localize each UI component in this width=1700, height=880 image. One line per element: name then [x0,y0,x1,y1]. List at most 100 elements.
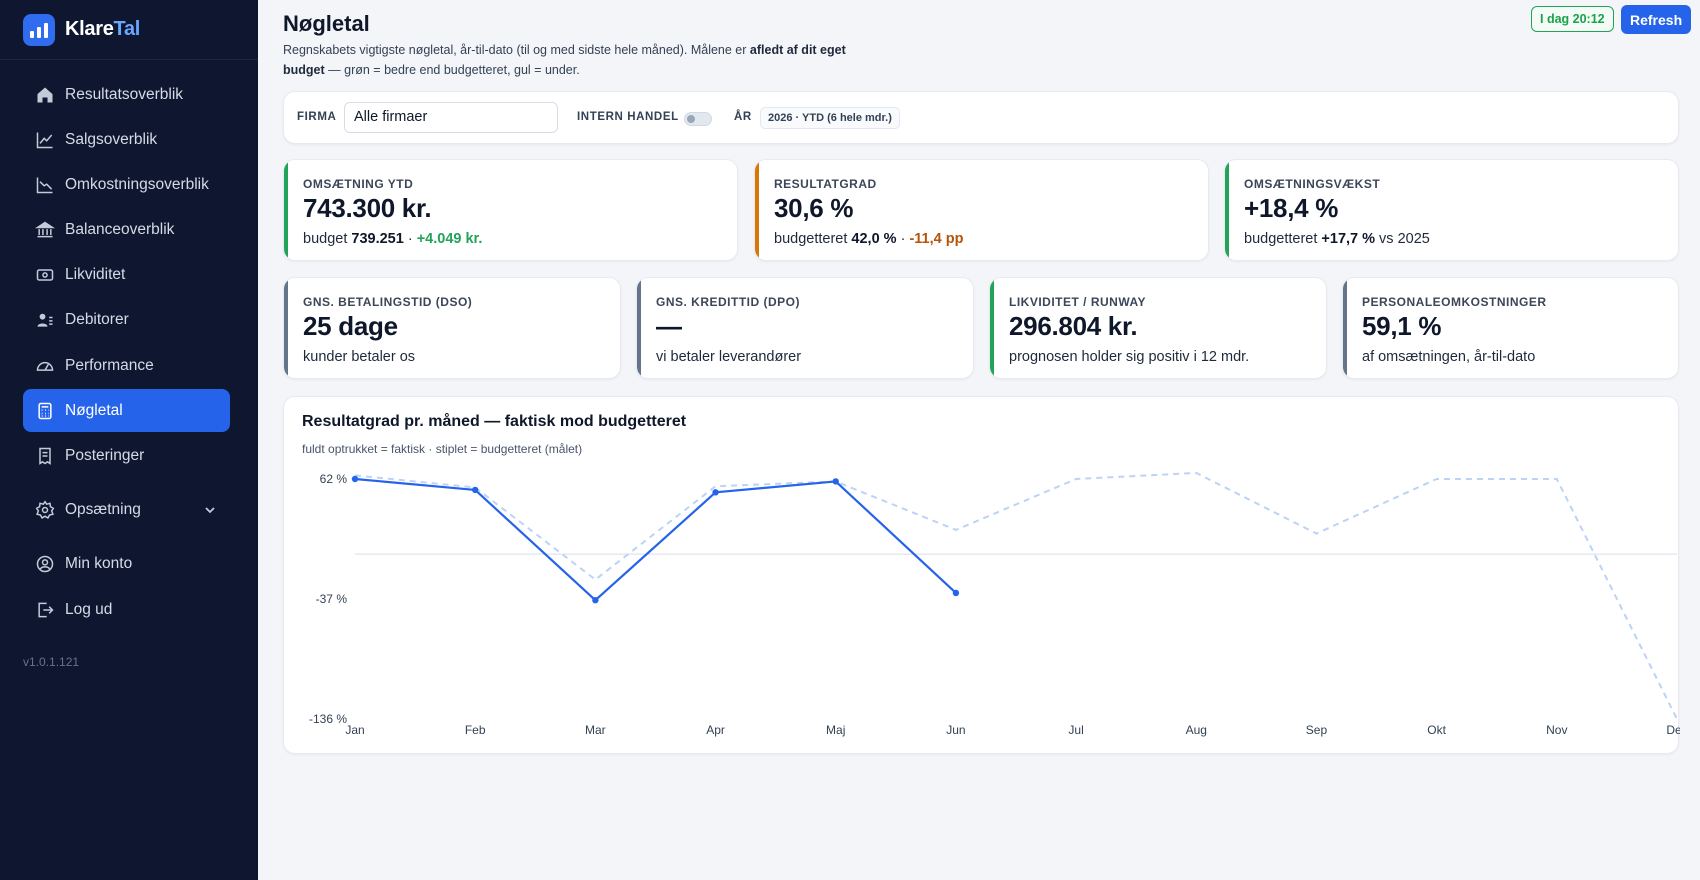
company-label: FIRMA [297,111,337,123]
x-tick-label: Aug [1186,723,1207,737]
chart-subtitle: fuldt optrukket = faktisk · stiplet = bu… [302,442,583,456]
calculator-icon [38,402,52,420]
kpi-label: Gns. kredittid (DPO) [656,295,800,309]
accent-bar [284,160,288,260]
chart-card: Resultatgrad pr. måned — faktisk mod bud… [283,396,1680,754]
chart-title: Resultatgrad pr. måned — faktisk mod bud… [302,413,687,430]
kpi-sub: prognosen holder sig positiv i 12 mdr. [1009,349,1250,365]
page-subtitle: Regnskabets vigtigste nøgletal, år-til-d… [283,43,846,77]
sidebar-item-opsaetning[interactable]: Opsætning [23,489,230,532]
version-label: v1.0.1.121 [23,655,80,669]
sidebar-item-log-ud[interactable]: Log ud [23,588,230,631]
kpi-label: Omsætningsvækst [1244,177,1381,191]
x-tick-label: Mar [585,723,606,737]
brand[interactable]: KlareTal [0,0,258,60]
y-tick-label: -136 % [309,712,347,726]
trend-down-icon [36,177,53,194]
kpi-card-resultatgrad: Resultatgrad 30,6 % budgetteret 42,0 % ·… [754,159,1209,261]
kpi-label: Likviditet / runway [1009,295,1147,309]
y-tick-label: 62 % [320,472,348,486]
accent-bar [284,278,288,378]
kpi-value: 30,6 % [774,193,854,223]
kpi-value: 743.300 kr. [303,193,432,223]
kpi-label: Resultatgrad [774,177,877,191]
accent-bar [637,278,641,378]
sidebar-item-noegletal[interactable]: Nøgletal [23,389,230,433]
sidebar-item-label: Posteringer [65,447,145,464]
company-select[interactable]: Alle firmaer [344,102,558,133]
kpi-value: 59,1 % [1362,311,1442,341]
kpi-label: Gns. betalingstid (DSO) [303,295,473,309]
gear-icon [35,500,55,520]
kpi-card-omsaetning: Omsætning YTD 743.300 kr. budget 739.251… [283,159,738,261]
data-point [712,489,719,496]
sidebar-item-label: Nøgletal [65,401,123,419]
data-point [471,486,479,494]
kpi-sub: budgetteret 42,0 % · -11,4 pp [774,231,964,247]
kpi-value: — [656,311,682,341]
kpi-label: Personaleomkostninger [1362,295,1547,309]
accent-bar [1225,160,1229,260]
sidebar-item-performance[interactable]: Performance [23,344,230,387]
x-tick-label: Feb [465,723,486,737]
filter-bar: FIRMA Alle firmaer INTERN HANDEL ÅR 2026… [283,91,1679,144]
x-tick-label: Dec [1666,723,1680,737]
kpi-card-likviditet: Likviditet / runway 296.804 kr. prognose… [989,277,1327,379]
kpi-label: Omsætning YTD [303,177,414,191]
user-circle-icon [36,556,54,573]
kpi-value: 25 dage [303,311,398,341]
sidebar-item-label: Debitorer [65,311,129,329]
accent-bar [755,160,759,260]
intern-handel-toggle[interactable] [684,112,712,126]
kpi-sub: vi betaler leverandører [656,349,802,365]
kpi-card-dpo: Gns. kredittid (DPO) — vi betaler levera… [636,277,974,379]
home-icon [37,87,53,102]
logo-icon [23,13,55,46]
data-point [952,589,960,597]
gauge-icon [36,361,54,371]
x-tick-label: Apr [706,723,725,737]
users-icon [37,314,53,328]
main-content: Nøgletal Regnskabets vigtigste nøgletal,… [258,0,1700,880]
intern-handel-label: INTERN HANDEL [577,111,679,123]
kpi-sub: af omsætningen, år-til-dato [1362,349,1536,365]
kpi-sub: kunder betaler os [303,349,416,365]
sidebar-item-label: Likviditet [65,266,126,284]
sidebar-nav: Resultatsoverblik Salgsoverblik Omkostni… [23,73,230,633]
year-select[interactable]: 2026 · YTD (6 hele mdr.) [760,107,900,129]
x-tick-label: Jan [345,723,364,737]
x-tick-label: Nov [1546,723,1567,737]
sidebar-item-label: Performance [65,356,154,374]
sidebar-item-posteringer[interactable]: Posteringer [23,435,230,478]
sidebar-item-balanceoverblik[interactable]: Balanceoverblik [23,209,230,252]
chart-plot: 62 % -37 % -136 %Jan Feb Mar Apr Maj Jun Jul Aug S… [309,471,1680,737]
x-tick-label: Sep [1306,723,1328,737]
brand-name: KlareTal [65,18,141,40]
sidebar-item-min-konto[interactable]: Min konto [23,543,230,586]
trend-up-icon [36,132,53,148]
sidebar-item-label: Min konto [65,555,133,573]
x-tick-label: Maj [826,723,845,737]
kpi-value: 296.804 kr. [1009,311,1138,341]
sidebar-item-debitorer[interactable]: Debitorer [23,299,230,342]
data-point [351,475,359,483]
bank-icon [35,221,55,238]
data-point [592,597,599,604]
sidebar-item-omkostningsoverblik[interactable]: Omkostningsoverblik [23,163,230,206]
series-line-actual [354,477,957,602]
sidebar-item-resultatsoverblik[interactable]: Resultatsoverblik [23,73,230,116]
year-label: ÅR [734,111,752,123]
sidebar-item-label: Log ud [65,600,113,618]
cash-icon [36,269,54,281]
sidebar-item-salgsoverblik[interactable]: Salgsoverblik [23,118,230,161]
refresh-button[interactable]: Refresh [1621,5,1692,34]
y-tick-label: -37 % [316,592,348,606]
kpi-card-omsaetningsvaekst: Omsætningsvækst +18,4 % budgetteret +17,… [1224,159,1679,261]
sidebar-item-label: Opsætning [65,501,141,519]
sidebar-item-label: Salgsoverblik [65,130,158,148]
accent-bar [990,278,994,378]
kpi-card-dso: Gns. betalingstid (DSO) 25 dage kunder b… [283,277,621,379]
sidebar-item-likviditet[interactable]: Likviditet [23,254,230,297]
x-tick-label: Jun [946,723,965,737]
chevron-down-icon [205,507,215,513]
